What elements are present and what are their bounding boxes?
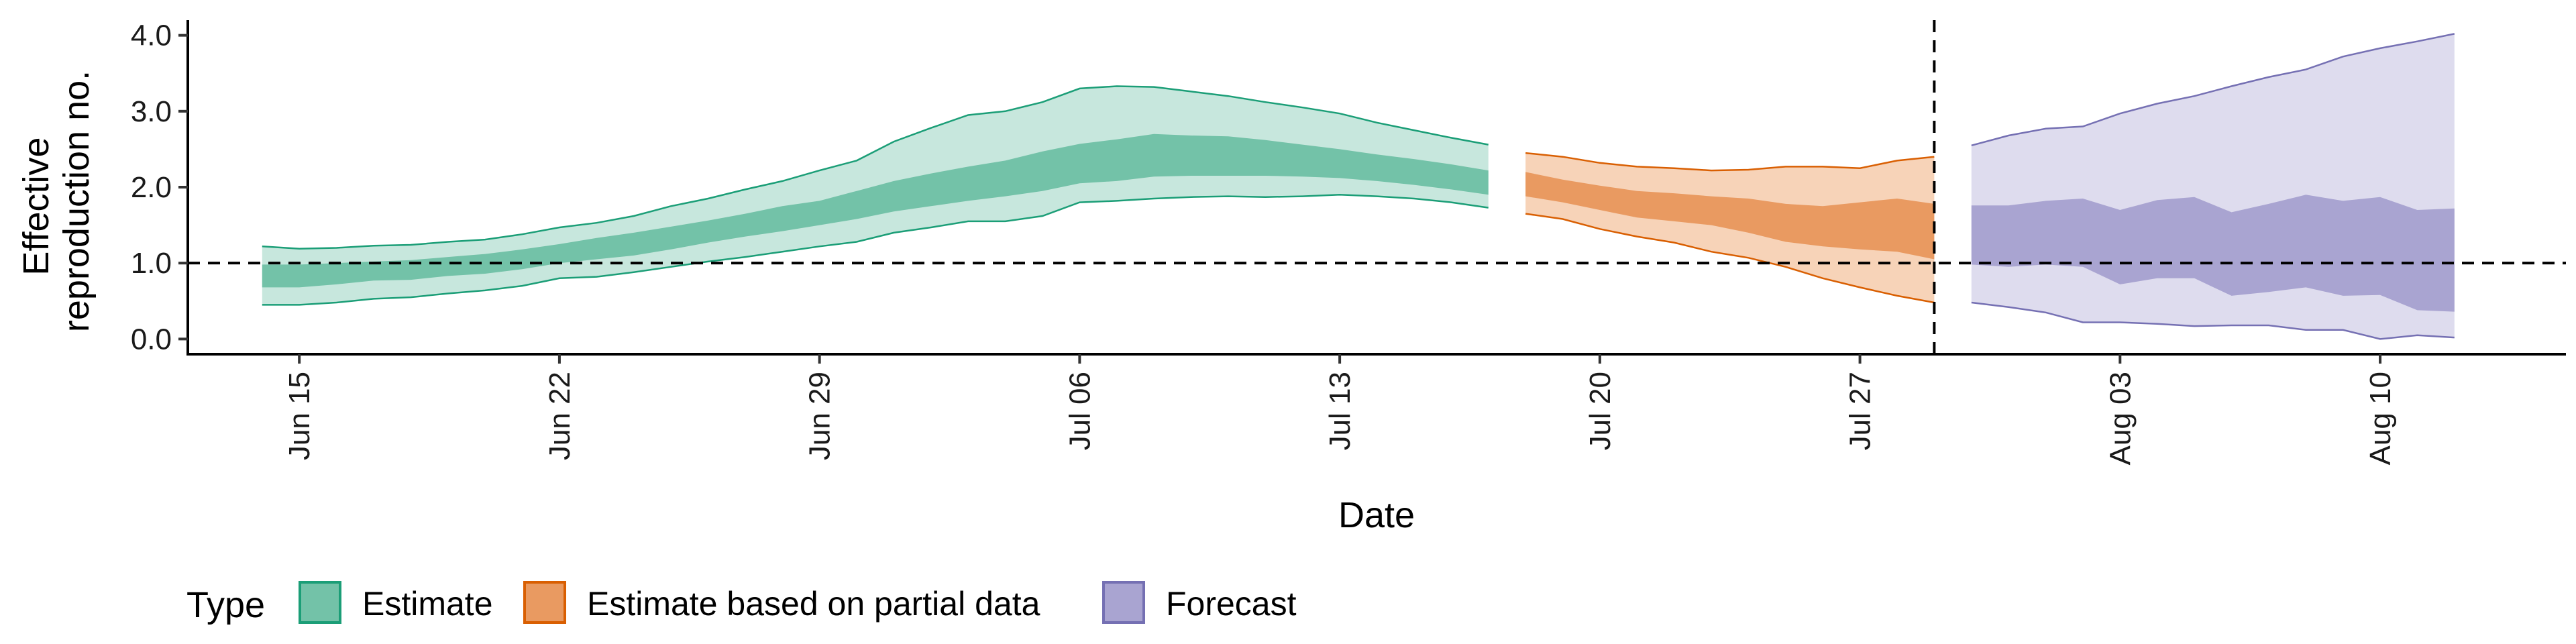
lower-bound-line — [1971, 301, 2455, 340]
legend-label-0: Estimate — [362, 585, 493, 623]
interval-50-band — [262, 133, 1489, 288]
y-tick-label: 0.0 — [131, 323, 172, 356]
legend-key-1 — [523, 581, 566, 624]
x-tick-label: Jun 22 — [543, 372, 576, 460]
interval-50-band — [1525, 172, 1935, 260]
y-axis-title: Effective reproduction no. — [16, 70, 97, 332]
upper-bound-line — [1971, 33, 2455, 147]
legend-key-0 — [299, 581, 341, 624]
y-axis-title-line-1: Effective — [16, 137, 56, 275]
upper-bound-line — [1525, 152, 1935, 172]
series-0 — [262, 85, 1489, 306]
y-tick-label: 4.0 — [131, 19, 172, 52]
legend-label-2: Forecast — [1166, 585, 1297, 623]
legend: Type Estimate Estimate based on partial d… — [186, 581, 1297, 625]
legend-title: Type — [186, 585, 265, 625]
y-axis-title-line-2: reproduction no. — [56, 70, 97, 332]
lower-bound-line — [262, 194, 1489, 306]
x-tick-label: Jul 06 — [1063, 372, 1096, 450]
plot-area — [188, 20, 2566, 354]
x-axis-title: Date — [1338, 495, 1415, 535]
x-tick-label: Aug 10 — [2364, 372, 2397, 465]
x-tick-label: Aug 03 — [2104, 372, 2137, 465]
lower-bound-line — [1525, 213, 1935, 304]
x-tick-label: Jun 15 — [283, 372, 316, 460]
series-1 — [1525, 152, 1935, 304]
legend-label-1: Estimate based on partial data — [587, 585, 1040, 623]
y-tick-label: 2.0 — [131, 171, 172, 204]
y-tick-label: 1.0 — [131, 247, 172, 280]
series-2 — [1971, 33, 2455, 340]
x-tick-label: Jul 27 — [1844, 372, 1877, 450]
legend-key-2 — [1102, 581, 1145, 624]
upper-bound-line — [262, 85, 1489, 250]
interval-50-band — [1971, 195, 2455, 312]
x-ticks: Jun 15 Jun 22 Jun 29 Jul 06 Jul 13 Jul 20 Jul … — [283, 354, 2397, 465]
x-tick-label: Jul 20 — [1584, 372, 1617, 450]
y-ticks: 0.0 1.0 2.0 3.0 4.0 — [131, 19, 188, 356]
x-tick-label: Jun 29 — [804, 372, 837, 460]
y-tick-label: 3.0 — [131, 95, 172, 128]
x-tick-label: Jul 13 — [1324, 372, 1356, 450]
